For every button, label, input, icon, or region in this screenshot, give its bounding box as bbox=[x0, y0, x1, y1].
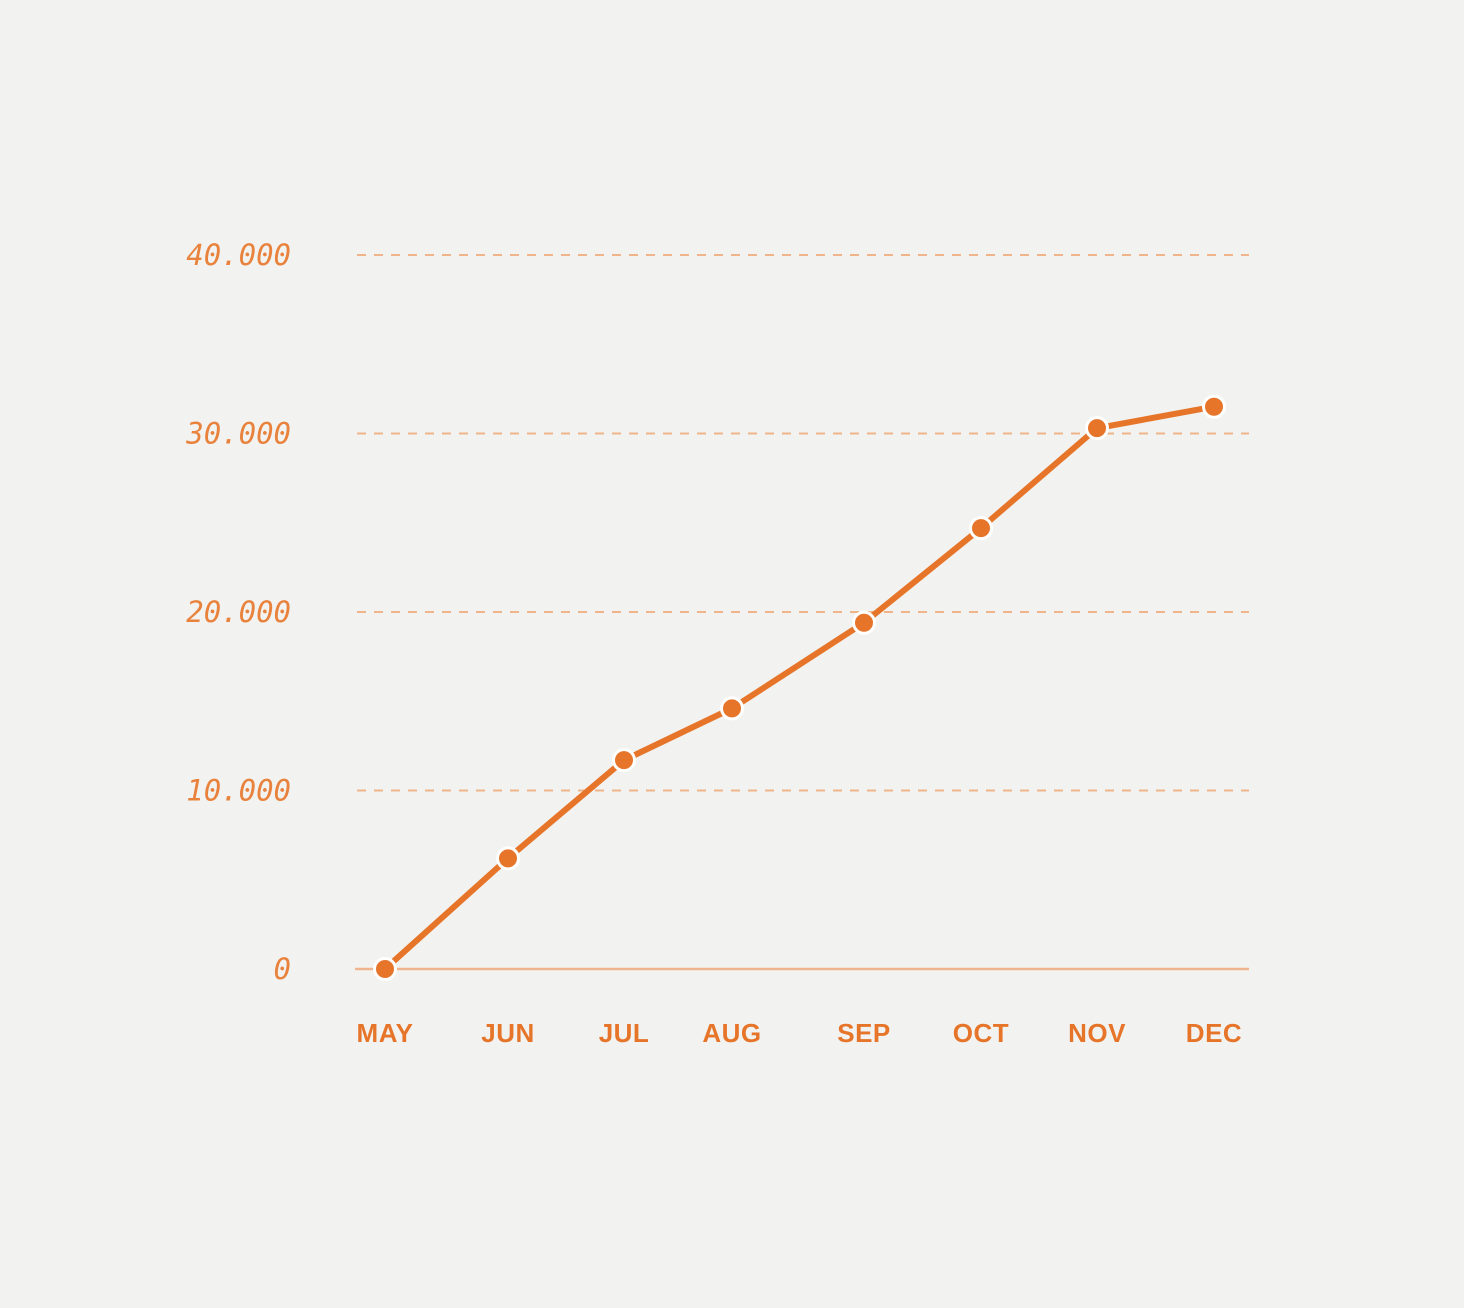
data-point-nov bbox=[1085, 416, 1109, 441]
x-tick-label: JUL bbox=[599, 1018, 650, 1048]
x-tick-label: JUN bbox=[481, 1018, 535, 1048]
x-tick-label: MAY bbox=[357, 1018, 414, 1048]
series-line-layer bbox=[382, 403, 1217, 972]
data-point-sep bbox=[852, 610, 876, 635]
data-point-oct bbox=[969, 516, 993, 541]
y-tick-label: 10.000 bbox=[186, 774, 291, 808]
y-tick-label: 30.000 bbox=[185, 417, 291, 451]
y-tick-label: 40.000 bbox=[186, 238, 291, 272]
x-tick-label: AUG bbox=[702, 1018, 761, 1048]
x-tick-label: SEP bbox=[837, 1018, 891, 1048]
grid-layer bbox=[355, 254, 1249, 971]
x-axis-tick-labels: MAY JUN JUL AUG SEP OCT NOV DEC bbox=[357, 1018, 1242, 1048]
series-line bbox=[382, 403, 1217, 972]
x-tick-label: OCT bbox=[953, 1018, 1009, 1048]
y-tick-label: 20.000 bbox=[186, 595, 291, 629]
data-point-jul bbox=[612, 748, 636, 773]
data-point-jun bbox=[496, 846, 520, 871]
data-point-dec bbox=[1202, 394, 1226, 419]
data-points-layer bbox=[373, 394, 1226, 981]
data-point-may bbox=[373, 957, 397, 981]
y-axis-tick-labels: 0 10.000 20.000 30.000 40.000 bbox=[185, 238, 291, 986]
y-tick-label: 0 bbox=[274, 952, 291, 986]
x-tick-label: NOV bbox=[1068, 1018, 1126, 1048]
x-tick-label: DEC bbox=[1186, 1018, 1242, 1048]
data-point-aug bbox=[720, 696, 744, 721]
